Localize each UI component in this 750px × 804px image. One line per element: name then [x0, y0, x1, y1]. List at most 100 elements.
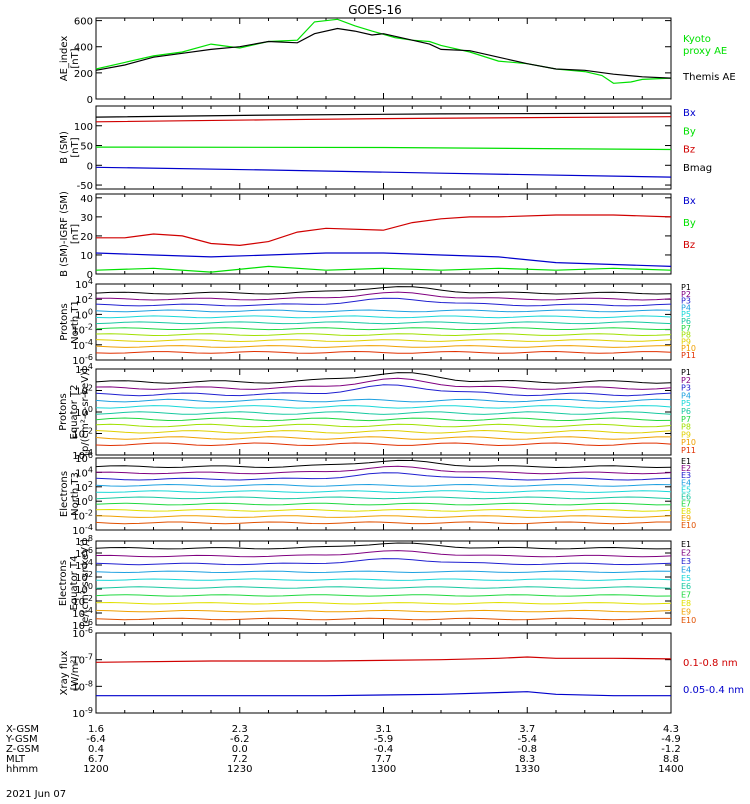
y-tick-label: 10-6 — [72, 626, 93, 640]
ephemeris-value: 1330 — [515, 764, 540, 775]
ephemeris-value: -4.9 — [661, 734, 681, 745]
y-axis-label: North T1 — [70, 300, 81, 344]
y-tick-label: 100 — [75, 494, 93, 508]
y-axis-label: Xray flux — [59, 651, 70, 696]
channel-label-p8: P8 — [681, 423, 691, 432]
y-tick-label: 100 — [75, 582, 93, 596]
y-tick-label: 10-2 — [72, 509, 93, 523]
channel-label-p6: P6 — [681, 407, 691, 416]
y-tick-label: 104 — [75, 362, 93, 376]
channel-label-e6: E6 — [681, 582, 691, 591]
ephemeris-row-label: Y-GSM — [5, 734, 38, 745]
channel-trace — [95, 496, 672, 500]
channel-trace — [95, 339, 672, 343]
y-tick-label: 10-4 — [72, 448, 93, 462]
channel-label-p10: P10 — [681, 344, 696, 353]
ephemeris-row-label: X-GSM — [6, 724, 39, 735]
channel-label-e5: E5 — [681, 485, 691, 494]
channel-label-e3: E3 — [681, 557, 691, 566]
ephemeris-value: -6.4 — [86, 734, 106, 745]
channel-trace — [95, 384, 672, 397]
legend-label: 0.1-0.8 nm — [683, 658, 738, 669]
channel-trace — [95, 490, 672, 494]
channel-trace — [95, 436, 671, 440]
ephemeris-value: 3.7 — [519, 724, 535, 735]
y-tick-label: 0 — [87, 95, 93, 106]
channel-label-p5: P5 — [681, 310, 691, 319]
channel-trace — [95, 609, 672, 613]
y-axis-label: [e/(cm²-s-sr-keV)] — [80, 539, 91, 627]
panel-frame — [95, 540, 672, 626]
ephemeris-value: 1400 — [658, 764, 683, 775]
channel-trace — [95, 291, 672, 301]
channel-label-p4: P4 — [681, 303, 691, 312]
y-axis-label: [nT] — [70, 137, 81, 157]
channel-trace — [95, 405, 672, 409]
channel-trace — [95, 350, 672, 354]
ephemeris-row-label: MLT — [6, 754, 26, 765]
channel-trace — [95, 417, 672, 422]
y-tick-label: 200 — [74, 69, 93, 80]
y-axis-label: B (SM)-IGRF (SM) — [59, 191, 70, 277]
channel-label-e7: E7 — [681, 500, 691, 509]
channel-trace — [95, 411, 672, 415]
legend-label: proxy AE — [683, 46, 727, 57]
y-tick-label: 102 — [75, 480, 93, 494]
legend-label: Bx — [683, 196, 696, 207]
y-axis-label: Equator T4 — [69, 556, 80, 611]
ephemeris-value: -1.2 — [661, 744, 681, 755]
channel-trace — [95, 472, 672, 481]
y-tick-label: 10-2 — [72, 594, 93, 608]
channel-trace — [95, 297, 672, 307]
legend-label: Kyoto — [683, 34, 711, 45]
series-line-bx — [95, 252, 672, 267]
panel-frame — [95, 283, 672, 361]
legend-label: 0.05-0.4 nm — [683, 685, 744, 696]
ephemeris-row-label: hhmm — [6, 764, 38, 775]
y-axis-label: Protons — [58, 393, 69, 430]
series-line-by — [95, 146, 672, 151]
channel-trace — [95, 617, 671, 621]
ephemeris-value: -0.8 — [517, 744, 537, 755]
channel-label-p8: P8 — [681, 331, 691, 340]
channel-label-e10: E10 — [681, 521, 696, 530]
panel-frame — [95, 193, 672, 275]
channel-trace — [95, 372, 672, 384]
channel-label-p10: P10 — [681, 438, 696, 447]
channel-label-e9: E9 — [681, 514, 691, 523]
y-axis-label: Protons — [59, 303, 70, 340]
y-axis-label: North T3 — [70, 472, 81, 516]
y-tick-label: 104 — [75, 465, 93, 479]
channel-label-p11: P11 — [681, 446, 696, 455]
channel-label-e1: E1 — [681, 457, 691, 466]
y-tick-label: 50 — [80, 142, 93, 153]
y-tick-label: 100 — [75, 405, 93, 419]
y-tick-label: 106 — [75, 451, 93, 465]
legend-label: By — [683, 218, 696, 229]
channel-trace — [95, 586, 672, 589]
y-tick-label: -50 — [77, 181, 93, 192]
channel-trace — [95, 502, 672, 506]
ephemeris-value: 3.1 — [376, 724, 392, 735]
series-line-0-05-0-4-nm — [96, 691, 671, 697]
ephemeris-value: 1200 — [83, 764, 108, 775]
channel-label-p6: P6 — [681, 317, 691, 326]
channel-trace — [95, 315, 672, 319]
date-label: 2021 Jun 07 — [6, 789, 66, 800]
y-axis-label: B (SM) — [59, 131, 70, 164]
channel-label-e4: E4 — [681, 478, 691, 487]
channel-trace — [95, 594, 672, 597]
y-tick-label: 400 — [74, 43, 93, 54]
channel-label-e1: E1 — [681, 540, 691, 549]
channel-trace — [95, 601, 672, 605]
channel-label-p4: P4 — [681, 391, 691, 400]
ephemeris-value: 1300 — [371, 764, 396, 775]
channel-label-p2: P2 — [681, 376, 691, 385]
channel-label-e7: E7 — [681, 591, 691, 600]
channel-trace — [95, 442, 672, 447]
channel-trace — [95, 327, 672, 331]
panel-frame — [95, 17, 672, 100]
ephemeris-value: -6.2 — [230, 734, 250, 745]
